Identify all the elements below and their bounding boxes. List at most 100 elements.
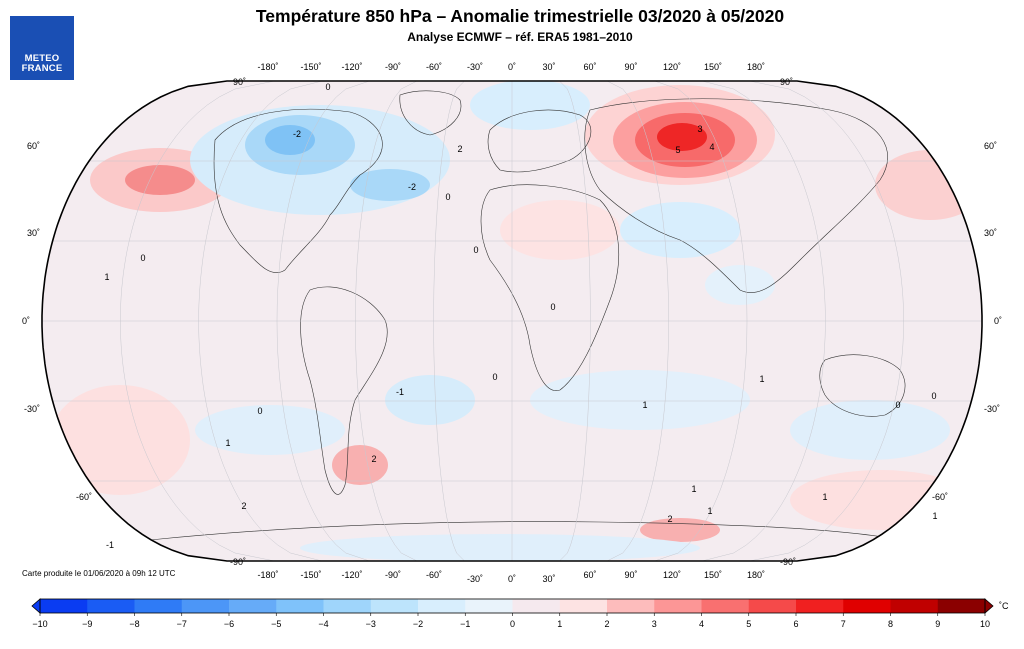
colorbar-tick-label: 5 — [746, 619, 751, 629]
australia-outline — [819, 354, 906, 417]
longitude-label-bottom: 60˚ — [583, 570, 596, 580]
longitude-label-bottom: 90˚ — [624, 570, 637, 580]
contour-label: 4 — [709, 142, 714, 152]
colorbar: −10 −9 −8 −7 −6 −5 −4 −3 −2 −1 0 1 2 3 4 5 6 7 8 9 10˚C — [31, 598, 1009, 629]
graticule-meridian — [559, 80, 591, 562]
graticule-meridian — [120, 80, 275, 562]
longitude-label-bottom: -150˚ — [300, 570, 321, 580]
graticule-meridian — [749, 80, 904, 562]
colorbar-segment — [418, 599, 466, 613]
cold-anomaly-central-asia — [620, 202, 740, 258]
graticule — [42, 80, 982, 562]
colorbar-tick-label: 2 — [604, 619, 609, 629]
longitude-label-top: 30˚ — [542, 62, 555, 72]
contour-labels: 0 -2 -2 2 34 5 0 0 1 0 0 0 1 -1 2 1 2 1 1 0 0 1 -1 0 1 1 2 — [104, 82, 937, 550]
longitude-label-top: -90˚ — [385, 62, 401, 72]
contour-label: 0 — [445, 192, 450, 202]
cold-anomaly-atlantic — [350, 169, 430, 201]
colorbar-tick-label: −3 — [366, 619, 376, 629]
contour-label: 1 — [707, 506, 712, 516]
latitude-label-right: 30˚ — [984, 228, 997, 238]
latitude-label-right: -30˚ — [984, 404, 1000, 414]
cold-anomaly-australia — [790, 400, 950, 460]
latitude-label-right: 90˚ — [780, 77, 793, 87]
graticule-meridian — [606, 80, 669, 562]
cold-anomaly-canada-inner — [265, 125, 315, 155]
colorbar-tick-label: −7 — [177, 619, 187, 629]
contour-label: 0 — [140, 253, 145, 263]
warm-anomaly-antarctica — [640, 518, 720, 542]
latitude-label-right: 0˚ — [994, 316, 1002, 326]
contour-label: 0 — [550, 302, 555, 312]
contour-label: 1 — [822, 492, 827, 502]
contour-label: -1 — [396, 387, 404, 397]
colorbar-segment — [654, 599, 702, 613]
warm-anomaly-argentina — [332, 445, 388, 485]
page-title: Température 850 hPa – Anomalie trimestri… — [255, 6, 785, 26]
colorbar-tick-label: −10 — [32, 619, 47, 629]
asia-outline — [584, 98, 888, 293]
colorbar-tick-label: 7 — [841, 619, 846, 629]
contour-label: 0 — [931, 391, 936, 401]
longitude-label-bottom: -90˚ — [385, 570, 401, 580]
south-america-outline — [300, 286, 388, 495]
colorbar-segment — [181, 599, 230, 613]
colorbar-tick-label: 10 — [980, 619, 990, 629]
north-america-outline — [213, 108, 383, 273]
colorbar-segment — [323, 599, 372, 613]
longitude-label-top: 90˚ — [624, 62, 637, 72]
graticule-meridian — [701, 80, 826, 562]
colorbar-segment — [559, 599, 608, 613]
longitude-label-bottom: -180˚ — [257, 570, 278, 580]
latitude-label-right: -90˚ — [780, 557, 796, 567]
warm-anomaly-south-pacific — [50, 385, 190, 495]
longitude-label-bottom: -60˚ — [426, 570, 442, 580]
warm-anomaly-alaska-inner — [125, 165, 195, 195]
longitude-label-top: 60˚ — [583, 62, 596, 72]
contour-label: 2 — [371, 454, 376, 464]
contour-label: 0 — [492, 372, 497, 382]
contour-label: 0 — [257, 406, 262, 416]
globe-outline — [41, 80, 983, 562]
contour-label: -1 — [106, 540, 114, 550]
latitude-label-left: 60˚ — [27, 141, 40, 151]
colorbar-segment — [134, 599, 183, 613]
contour-label: 1 — [759, 374, 764, 384]
longitude-label-bottom: 0˚ — [508, 574, 516, 584]
colorbar-tick-label: 8 — [888, 619, 893, 629]
latitude-label-left: -30˚ — [24, 404, 40, 414]
colorbar-unit: ˚C — [999, 601, 1009, 611]
longitude-label-top: -180˚ — [257, 62, 278, 72]
colorbar-tick-label: 0 — [510, 619, 515, 629]
longitude-label-top: 0˚ — [508, 62, 516, 72]
contour-label: 5 — [675, 145, 680, 155]
latitude-labels-right: 90˚ 60˚ 30˚ 0˚ -30˚ -60˚ -90˚ — [780, 77, 1002, 567]
contour-label: -2 — [408, 182, 416, 192]
longitude-label-top: -150˚ — [300, 62, 321, 72]
colorbar-segment — [890, 599, 939, 613]
cold-anomaly-indian-ocean — [530, 370, 750, 430]
graticule-meridian — [433, 80, 465, 562]
colorbar-segment — [465, 599, 513, 613]
graticule-meridian — [276, 80, 370, 562]
colorbar-tick-label: −1 — [460, 619, 470, 629]
latitude-label-right: 60˚ — [984, 141, 997, 151]
longitude-label-bottom: 30˚ — [542, 574, 555, 584]
latitude-label-left: 0˚ — [22, 316, 30, 326]
antarctica-outline — [149, 521, 901, 541]
meteo-france-logo: METEO FRANCE — [10, 16, 74, 80]
contour-label: 2 — [667, 514, 672, 524]
colorbar-tick-label: −2 — [413, 619, 423, 629]
longitude-label-top: 150˚ — [704, 62, 722, 72]
colorbar-tick-label: 4 — [699, 619, 704, 629]
continent-outlines — [149, 90, 906, 541]
longitude-label-bottom: 180˚ — [747, 570, 765, 580]
latitude-label-left: 30˚ — [27, 228, 40, 238]
colorbar-segment — [937, 599, 986, 613]
longitude-label-top: 120˚ — [663, 62, 681, 72]
africa-outline — [480, 184, 619, 391]
colorbar-segment — [512, 599, 561, 613]
colorbar-segment — [748, 599, 797, 613]
contour-label: 0 — [325, 82, 330, 92]
